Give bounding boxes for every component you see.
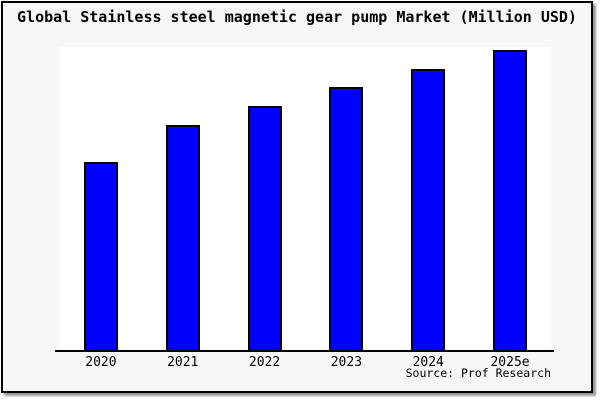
bar-2025e [493, 50, 528, 350]
x-axis-labels: 2020 2021 2022 2023 2024 2025e [60, 355, 551, 370]
x-label-2020: 2020 [85, 355, 117, 370]
bar-2023 [329, 86, 364, 350]
bar-slot-2024 [387, 47, 469, 350]
bar-slot-2025e [469, 47, 551, 350]
bar-2021 [165, 125, 200, 350]
bar-slot-2021 [142, 47, 224, 350]
chart-frame: Global Stainless steel magnetic gear pum… [1, 1, 593, 393]
bar-slot-2022 [224, 47, 306, 350]
bar-slot-2023 [305, 47, 387, 350]
source-note: Source: Prof Research [405, 366, 551, 380]
bar-2022 [247, 106, 282, 350]
x-label-2024: 2024 [412, 355, 444, 370]
bar-slot-2020 [60, 47, 142, 350]
bar-2020 [83, 161, 118, 350]
bar-2024 [411, 68, 446, 350]
x-label-2023: 2023 [330, 355, 363, 370]
x-axis-line [55, 350, 554, 352]
x-label-2021: 2021 [167, 355, 199, 370]
x-label-2022: 2022 [248, 355, 281, 370]
x-label-2025e: 2025e [490, 355, 530, 370]
plot-area [60, 47, 551, 350]
chart-title: Global Stainless steel magnetic gear pum… [17, 8, 577, 26]
bars-row [60, 47, 551, 350]
